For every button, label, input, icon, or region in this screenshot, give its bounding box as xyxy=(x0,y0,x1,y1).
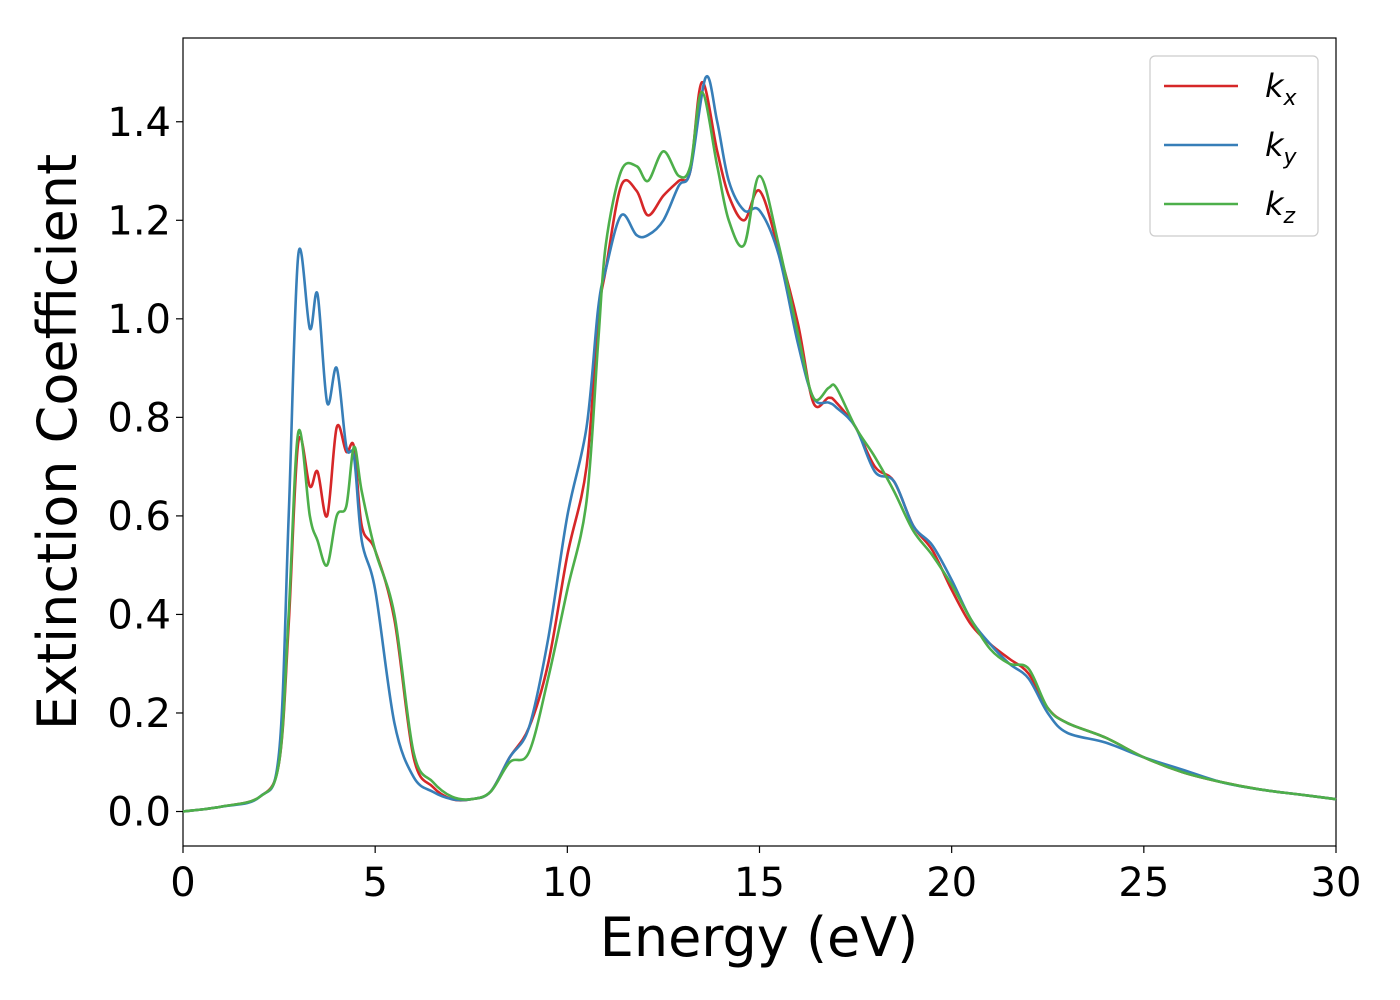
y-axis-ticks: 0.0 0.2 0.4 0.6 0.8 1.0 1.2 1.4 xyxy=(107,100,183,836)
y-tick-label: 0.8 xyxy=(107,395,171,441)
y-tick-label: 0.4 xyxy=(107,592,171,638)
y-tick-label: 0.2 xyxy=(107,691,171,737)
plot-area xyxy=(182,37,1337,847)
x-tick-label: 25 xyxy=(1118,860,1169,906)
legend-label-y: ky xyxy=(1265,126,1298,170)
x-axis-title: Energy (eV) xyxy=(600,906,919,969)
series-lines xyxy=(182,74,1337,813)
x-axis-ticks: 0 5 10 15 20 25 30 xyxy=(170,846,1361,906)
series-line-z xyxy=(182,90,1337,813)
y-tick-label: 1.4 xyxy=(107,100,171,146)
x-tick-label: 20 xyxy=(926,860,977,906)
x-tick-label: 30 xyxy=(1311,860,1362,906)
series-line-y xyxy=(182,74,1337,813)
y-tick-label: 1.2 xyxy=(107,198,171,244)
y-tick-label: 1.0 xyxy=(107,297,171,343)
x-tick-label: 10 xyxy=(542,860,593,906)
x-tick-label: 0 xyxy=(170,860,195,906)
y-axis-title: Extinction Coefficient xyxy=(26,154,89,730)
y-tick-label: 0.6 xyxy=(107,494,171,540)
x-tick-label: 15 xyxy=(734,860,785,906)
legend-label-z: kz xyxy=(1265,185,1296,229)
x-tick-label: 5 xyxy=(362,860,387,906)
legend: kx ky kz xyxy=(1149,55,1319,237)
legend-label-x: kx xyxy=(1265,67,1298,111)
y-tick-label: 0.0 xyxy=(107,790,171,836)
